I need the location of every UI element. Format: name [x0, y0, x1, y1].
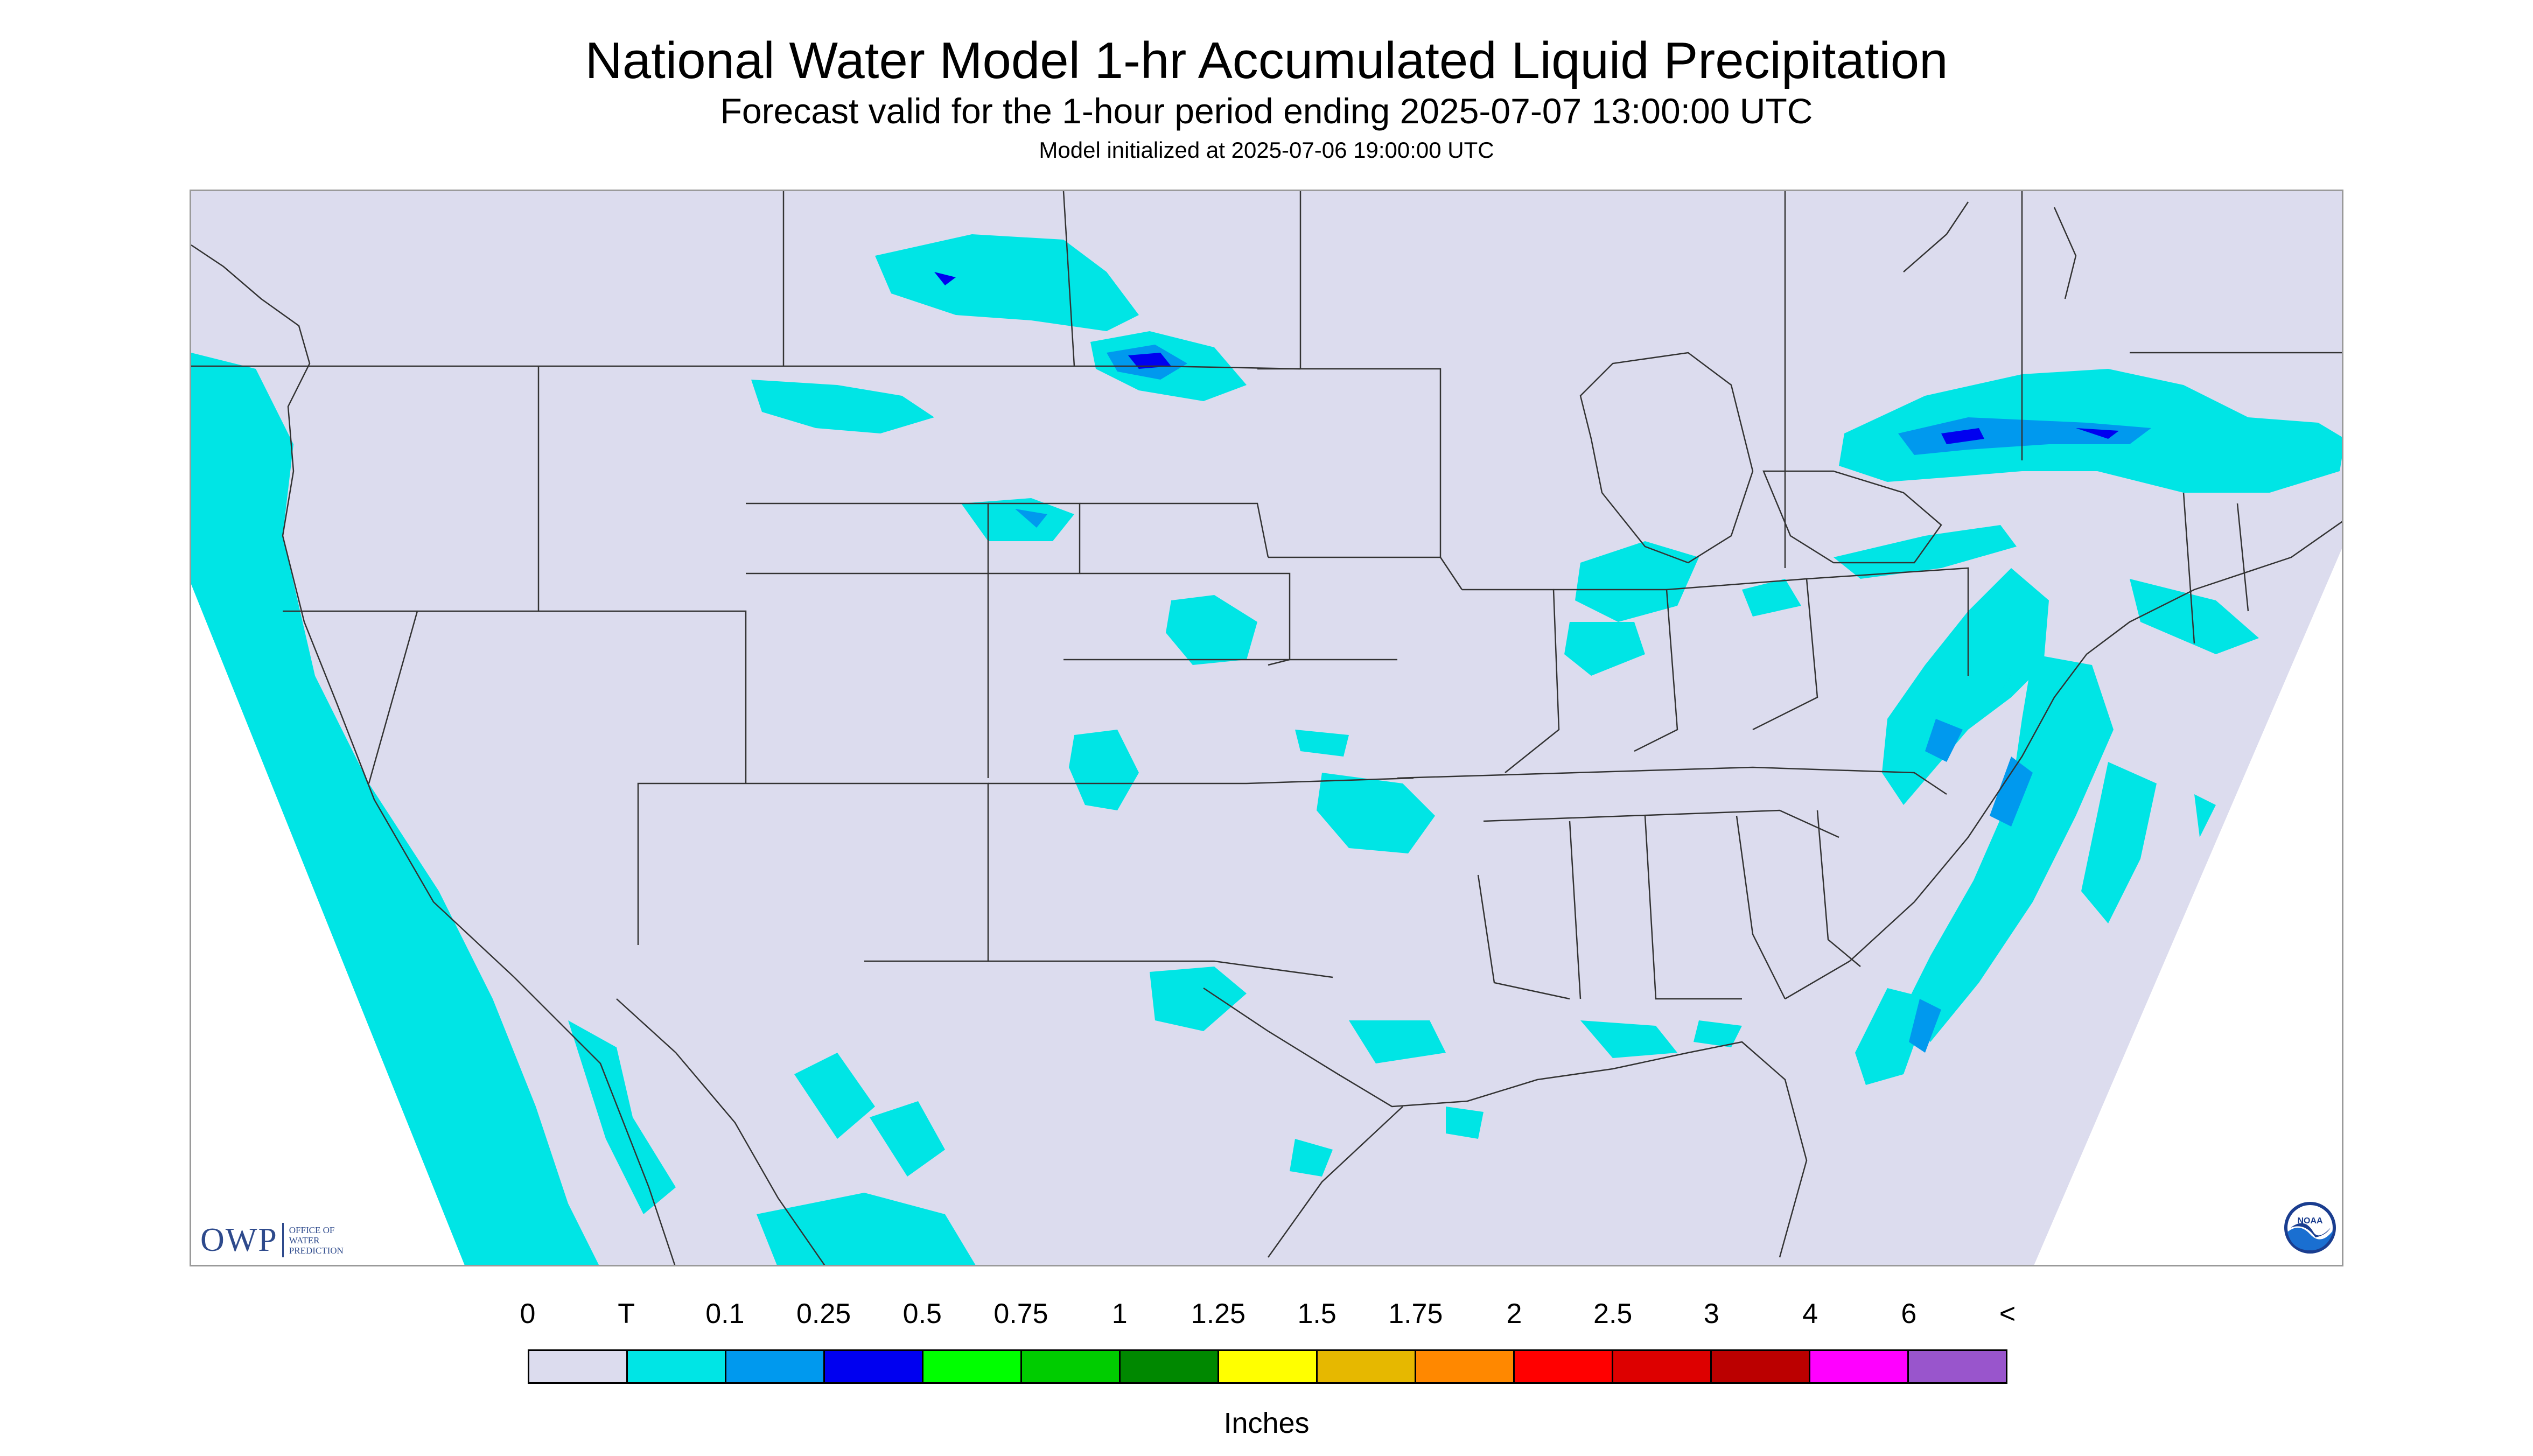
legend-swatch	[726, 1351, 825, 1382]
legend-tick-label: 2.5	[1593, 1298, 1633, 1329]
legend-swatch	[1318, 1351, 1416, 1382]
legend-tick-label: 0.1	[705, 1298, 745, 1329]
legend-swatch	[1416, 1351, 1515, 1382]
legend-swatch	[1121, 1351, 1219, 1382]
legend-tick-label: 3	[1703, 1298, 1719, 1329]
owp-sub-line-1: OFFICE OF	[289, 1224, 335, 1235]
legend-tick-label: 1.25	[1191, 1298, 1245, 1329]
coastlines	[191, 201, 2342, 1265]
legend-tick-label: 1.5	[1297, 1298, 1337, 1329]
map-title: National Water Model 1-hr Accumulated Li…	[585, 32, 1948, 89]
legend-tick-label: 2	[1506, 1298, 1522, 1329]
legend-tick-label: T	[618, 1298, 635, 1329]
legend-labels: 0 T 0.1 0.25 0.5 0.75 1 1.25 1.5 1.75 2 2.5 3 4 6 <	[0, 1298, 2533, 1330]
legend-tick-label: 1.75	[1388, 1298, 1443, 1329]
legend-swatch	[825, 1351, 923, 1382]
owp-logo-subtitle: OFFICE OF WATER PREDICTION	[289, 1225, 344, 1256]
owp-sub-line-3: PREDICTION	[289, 1245, 344, 1256]
model-domain	[191, 191, 2342, 1265]
legend-color-bar	[528, 1349, 2007, 1384]
political-boundaries	[191, 191, 2342, 1000]
noaa-logo-text: NOAA	[2297, 1216, 2323, 1226]
precip-trace-areas	[191, 234, 2342, 1265]
legend-swatch	[1712, 1351, 1810, 1382]
owp-sub-line-2: WATER	[289, 1235, 320, 1245]
legend-swatch	[923, 1351, 1022, 1382]
owp-logo-divider	[282, 1223, 284, 1257]
precipitation-map	[190, 190, 2343, 1266]
legend-swatch	[1810, 1351, 1909, 1382]
legend-tick-label: 0.5	[902, 1298, 942, 1329]
initialization-time: Model initialized at 2025-07-06 19:00:00…	[1039, 137, 1494, 163]
legend-tick-label: <	[1999, 1298, 2016, 1329]
map-canvas	[191, 191, 2342, 1265]
legend-tick-label: 0.25	[796, 1298, 851, 1329]
owp-logo-letters: OWP	[200, 1221, 278, 1258]
legend-swatch	[1515, 1351, 1613, 1382]
legend-tick-label: 0	[520, 1298, 536, 1329]
legend-swatch	[1909, 1351, 2006, 1382]
legend-tick-label: 0.75	[993, 1298, 1048, 1329]
legend-swatch	[1219, 1351, 1318, 1382]
legend-swatch	[529, 1351, 628, 1382]
legend-swatch	[1022, 1351, 1121, 1382]
valid-time-subtitle: Forecast valid for the 1-hour period end…	[720, 91, 1813, 131]
legend-units: Inches	[1223, 1407, 1310, 1439]
owp-logo: OWP OFFICE OF WATER PREDICTION	[200, 1221, 344, 1259]
legend-swatch	[628, 1351, 726, 1382]
legend-swatch	[1613, 1351, 1712, 1382]
legend-tick-label: 4	[1802, 1298, 1818, 1329]
legend-tick-label: 6	[1901, 1298, 1917, 1329]
noaa-logo-icon: NOAA	[2284, 1202, 2336, 1254]
legend-tick-label: 1	[1111, 1298, 1128, 1329]
precip-moderate-areas	[934, 272, 2119, 444]
